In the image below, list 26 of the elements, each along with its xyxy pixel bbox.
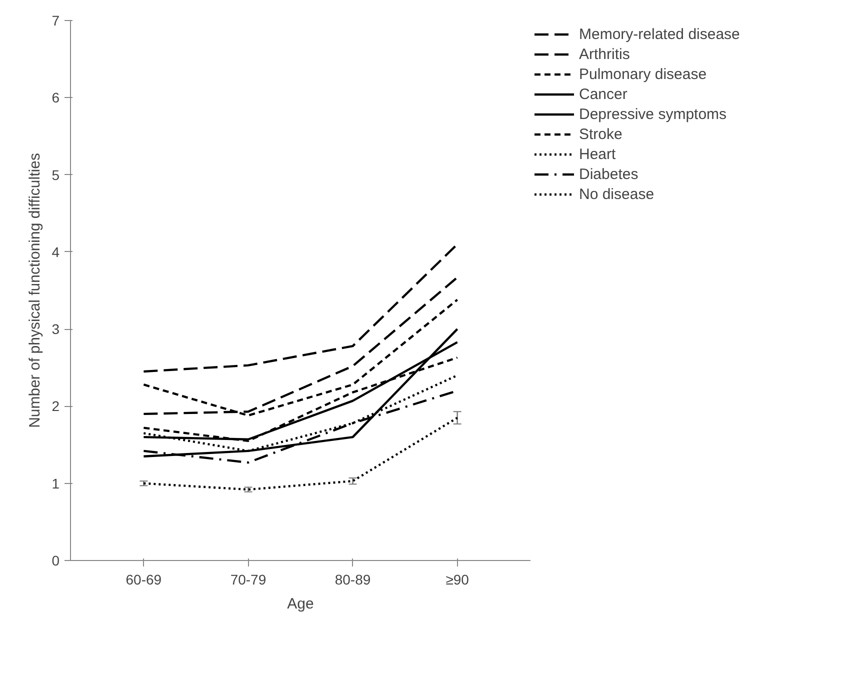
y-axis-title: Number of physical functioning difficulties (26, 153, 44, 428)
y-tick-label: 0 (52, 552, 60, 568)
legend-label: Pulmonary disease (579, 65, 707, 83)
line-series (142, 416, 458, 491)
legend-label: Arthritis (579, 45, 630, 63)
y-tick-label: 5 (52, 166, 60, 183)
y-tick-label: 4 (52, 244, 60, 260)
line-series (142, 243, 458, 373)
legend-label: Depressive symptoms (579, 105, 727, 123)
y-tick-label: 2 (52, 398, 60, 414)
x-tick-label: ≥90 (446, 572, 470, 588)
x-tick-label: 60-69 (126, 572, 162, 588)
y-tick-label: 6 (52, 90, 60, 106)
y-tick-label: 3 (52, 321, 60, 338)
legend-label: Stroke (579, 125, 622, 143)
legend-label: Memory-related disease (579, 25, 740, 43)
line-series (142, 276, 458, 416)
legend-label: No disease (579, 185, 654, 203)
legend-label: Heart (579, 145, 616, 163)
x-axis-title: Age (287, 596, 314, 612)
y-tick-label: 1 (52, 475, 60, 492)
x-tick-label: 80-89 (334, 572, 371, 588)
legend-label: Diabetes (579, 165, 638, 183)
legend-label: Cancer (579, 85, 628, 103)
y-tick-label: 7 (52, 12, 60, 28)
x-tick-label: 70-79 (230, 572, 266, 588)
